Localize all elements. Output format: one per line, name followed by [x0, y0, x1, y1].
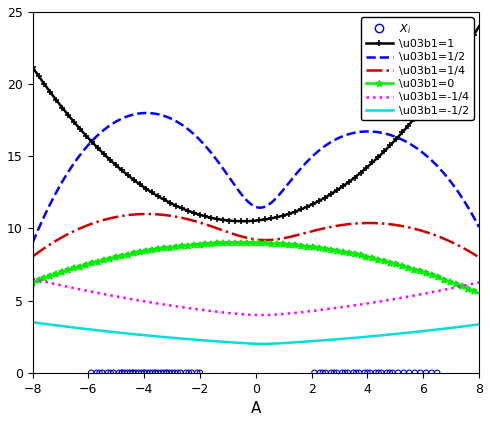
Point	[138, 369, 146, 376]
Point	[151, 369, 159, 376]
Point	[171, 369, 179, 376]
Point	[123, 369, 131, 376]
Point	[193, 369, 201, 376]
Point	[118, 369, 126, 376]
Point	[165, 369, 173, 376]
Point	[377, 369, 385, 376]
Point	[154, 369, 162, 376]
Point	[110, 369, 118, 376]
Point	[146, 369, 154, 376]
Point	[98, 369, 106, 376]
Point	[341, 369, 349, 376]
Point	[433, 369, 441, 376]
Point	[405, 369, 413, 376]
Point	[327, 369, 335, 376]
Point	[375, 369, 383, 376]
Point	[129, 369, 137, 376]
Point	[372, 369, 380, 376]
Point	[311, 369, 319, 376]
Point	[129, 369, 137, 376]
Point	[367, 369, 374, 376]
Point	[316, 369, 324, 376]
Point	[143, 369, 151, 376]
Point	[364, 369, 371, 376]
Point	[349, 369, 357, 376]
Point	[151, 369, 159, 376]
Point	[135, 369, 143, 376]
Point	[321, 369, 329, 376]
Point	[394, 369, 402, 376]
Point	[140, 369, 148, 376]
Point	[355, 369, 363, 376]
Point	[132, 369, 140, 376]
Point	[383, 369, 391, 376]
Point	[339, 369, 346, 376]
Point	[96, 369, 103, 376]
Point	[160, 369, 168, 376]
Legend: $X_i$, \u03b1=1, \u03b1=1/2, \u03b1=1/4, \u03b1=0, \u03b1=-1/4, \u03b1=-1/2: $X_i$, \u03b1=1, \u03b1=1/2, \u03b1=1/4,…	[361, 17, 473, 120]
Point	[352, 369, 360, 376]
Point	[185, 369, 193, 376]
Point	[140, 369, 148, 376]
Point	[319, 369, 327, 376]
Point	[104, 369, 112, 376]
Point	[416, 369, 424, 376]
Point	[163, 369, 171, 376]
Point	[168, 369, 176, 376]
Point	[174, 369, 182, 376]
Point	[386, 369, 393, 376]
Point	[148, 369, 156, 376]
X-axis label: A: A	[250, 401, 261, 416]
Point	[176, 369, 184, 376]
Point	[182, 369, 190, 376]
Point	[411, 369, 419, 376]
Point	[188, 369, 196, 376]
Point	[126, 369, 134, 376]
Point	[121, 369, 128, 376]
Point	[422, 369, 430, 376]
Point	[428, 369, 436, 376]
Point	[118, 369, 126, 376]
Point	[389, 369, 396, 376]
Point	[330, 369, 338, 376]
Point	[107, 369, 115, 376]
Point	[333, 369, 341, 376]
Point	[93, 369, 100, 376]
Point	[361, 369, 368, 376]
Point	[87, 369, 95, 376]
Point	[115, 369, 123, 376]
Point	[157, 369, 165, 376]
Point	[400, 369, 408, 376]
Point	[163, 369, 171, 376]
Point	[344, 369, 352, 376]
Point	[196, 369, 204, 376]
